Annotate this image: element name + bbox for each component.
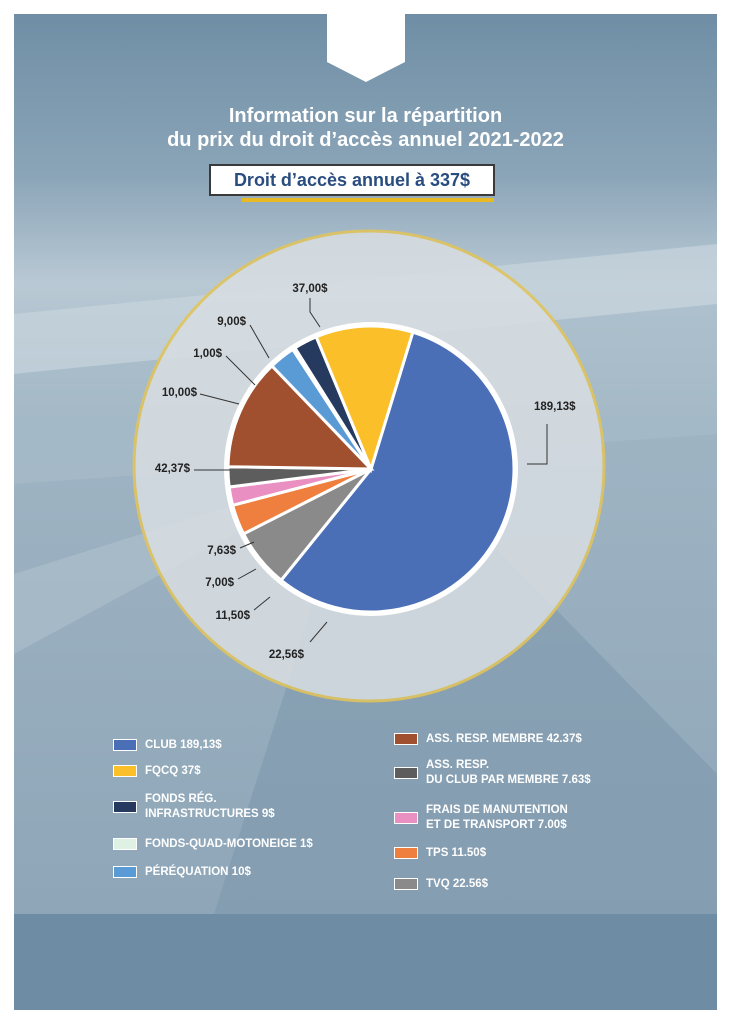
slice-value-label: 10,00$ xyxy=(162,387,198,399)
slice-value-label: 7,63$ xyxy=(207,545,236,557)
pie-slice xyxy=(279,330,516,614)
legend-label: PÉRÉQUATION 10$ xyxy=(145,866,251,878)
title-line-2: du prix du droit d’accès annuel 2021-202… xyxy=(167,129,564,151)
legend-label: ASS. RESP. DU CLUB PAR MEMBRE 7.63$ xyxy=(426,759,591,786)
legend-swatch xyxy=(394,847,418,859)
legend-swatch xyxy=(113,765,137,777)
leader-line xyxy=(237,568,257,580)
leader-line xyxy=(199,393,240,405)
slice-value-label: 1,00$ xyxy=(193,348,222,360)
leader-line xyxy=(527,424,548,465)
legend-label: FQCQ 37$ xyxy=(145,765,201,777)
slice-value-label: 7,00$ xyxy=(205,577,234,589)
leader-line xyxy=(239,541,255,549)
legend-swatch xyxy=(394,878,418,890)
banner-underline xyxy=(242,198,494,202)
footer-band xyxy=(14,914,717,1010)
legend-label: FRAIS DE MANUTENTION ET DE TRANSPORT 7.00… xyxy=(426,804,568,831)
slice-value-label: 189,13$ xyxy=(534,401,576,413)
legend-label: FONDS-QUAD-MOTONEIGE 1$ xyxy=(145,838,313,850)
pie-chart: 189,13$ 22,56$ 11,50$ 7,00$ 7,63$ 42,37$ 10,00… xyxy=(132,229,606,703)
leader-line xyxy=(309,621,328,643)
leader-line xyxy=(225,355,256,386)
slice-value-label: 37,00$ xyxy=(292,283,328,295)
legend-label: TVQ 22.56$ xyxy=(426,878,489,890)
leader-line xyxy=(309,298,321,328)
legend-swatch xyxy=(113,866,137,878)
annual-fee-banner: Droit d’accès annuel à 337$ xyxy=(209,164,495,196)
legend-label: FONDS RÉG. INFRASTRUCTURES 9$ xyxy=(145,793,275,820)
legend-swatch xyxy=(113,801,137,813)
legend-label: ASS. RESP. MEMBRE 42.37$ xyxy=(426,733,582,745)
leader-line xyxy=(249,324,270,359)
title-line-1: Information sur la répartition xyxy=(228,105,503,127)
legend-swatch xyxy=(394,733,418,745)
legend-swatch xyxy=(394,767,418,779)
legend-label: TPS 11.50$ xyxy=(426,847,487,859)
slice-value-label: 9,00$ xyxy=(217,316,246,328)
slice-value-label: 11,50$ xyxy=(215,610,250,622)
pie-slice xyxy=(314,324,415,474)
leader-line xyxy=(253,596,271,611)
legend-swatch xyxy=(394,812,418,824)
pie-slice xyxy=(226,363,375,471)
infographic-panel: Information sur la répartition du prix d… xyxy=(14,14,717,1010)
top-notch xyxy=(327,14,405,82)
slice-value-label: 22,56$ xyxy=(269,649,305,661)
slice-value-label: 42,37$ xyxy=(155,463,191,475)
legend-label: CLUB 189,13$ xyxy=(145,739,222,751)
legend-swatch xyxy=(113,739,137,751)
legend-swatch xyxy=(113,838,137,850)
